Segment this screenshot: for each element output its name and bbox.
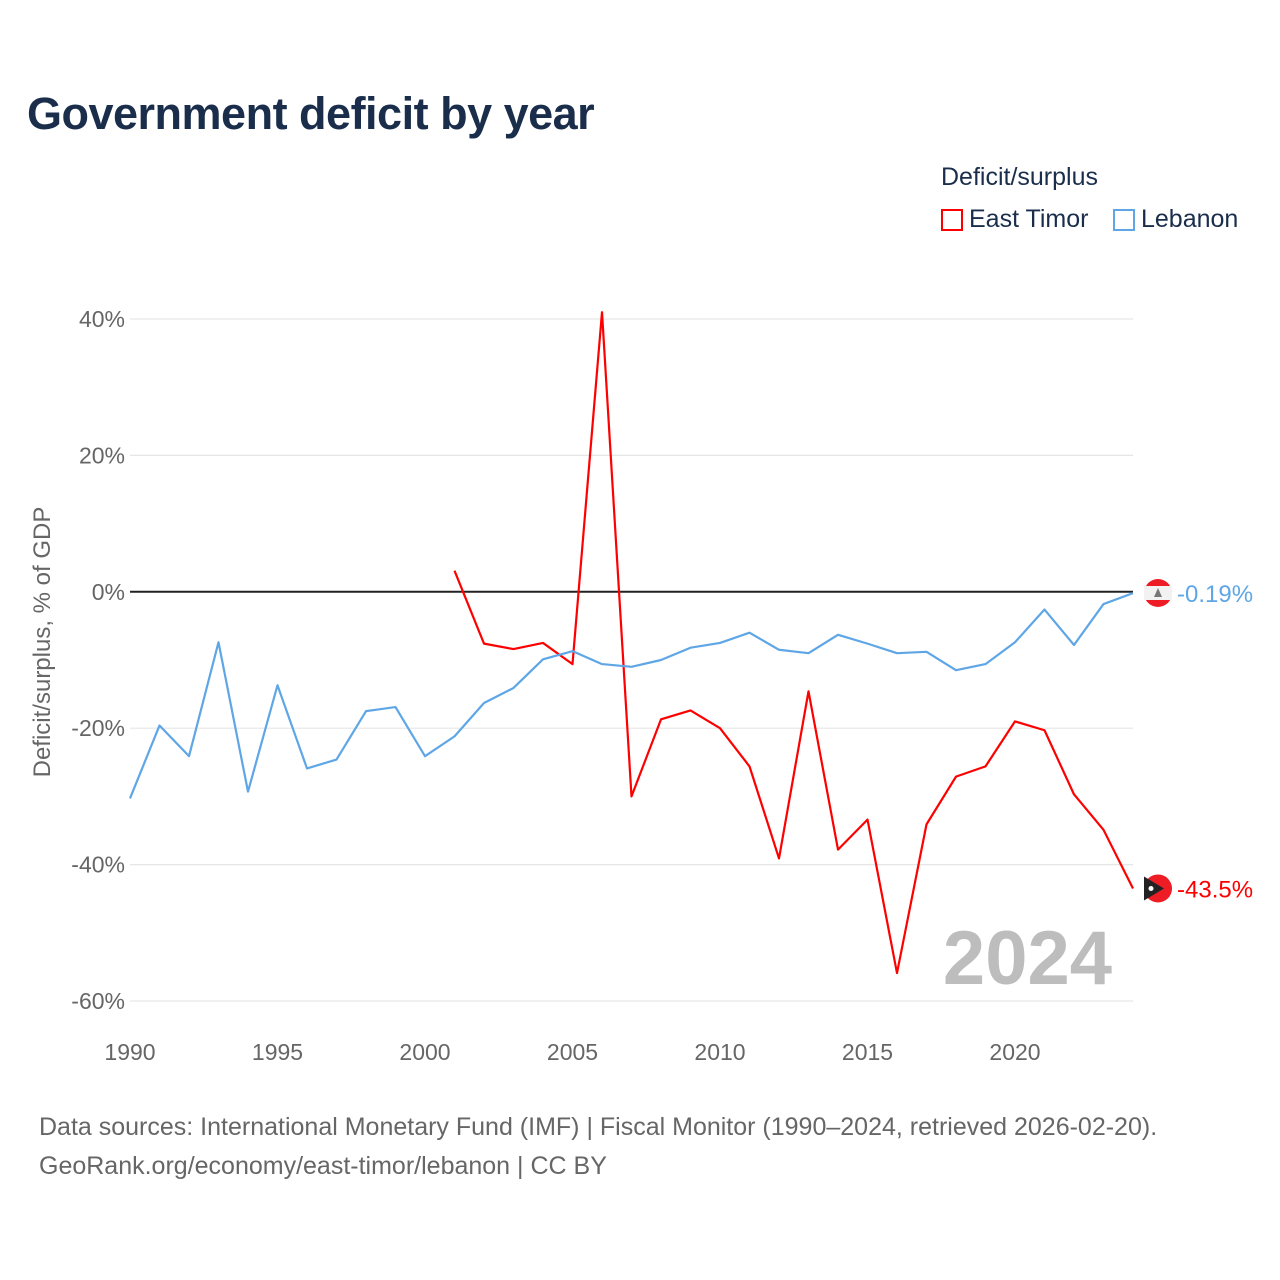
east-timor-flag-icon — [1144, 874, 1172, 903]
chart-title: Government deficit by year — [27, 88, 595, 139]
legend-label: Lebanon — [1141, 205, 1239, 233]
source-note: Data sources: International Monetary Fun… — [39, 1108, 1157, 1186]
y-tick-label: 40% — [79, 306, 125, 332]
end-value-label: -43.5% — [1177, 876, 1253, 903]
x-tick-label: 2015 — [842, 1039, 893, 1065]
legend-title: Deficit/surplus — [941, 163, 1098, 191]
source-link[interactable]: GeoRank.org/economy/east-timor/lebanon |… — [39, 1152, 607, 1180]
x-tick-label: 1990 — [104, 1039, 155, 1065]
x-tick-label: 2020 — [989, 1039, 1040, 1065]
legend-label: East Timor — [969, 205, 1089, 233]
y-axis-label: Deficit/surplus, % of GDP — [29, 507, 56, 778]
y-tick-label: 0% — [92, 579, 125, 605]
legend-swatch — [1113, 208, 1135, 231]
source-line-1: Data sources: International Monetary Fun… — [39, 1113, 1158, 1141]
series-line-east-timor — [453, 311, 1134, 975]
y-tick-label: -60% — [71, 988, 125, 1014]
year-watermark: 2024 — [943, 916, 1112, 1001]
end-value-label: -0.19% — [1177, 581, 1253, 608]
y-tick-label: -40% — [71, 852, 125, 878]
y-tick-label: 20% — [79, 442, 125, 468]
legend-item-east-timor[interactable]: East Timor — [941, 205, 1088, 234]
y-tick-label: -20% — [71, 715, 125, 741]
lebanon-flag-icon — [1144, 579, 1172, 607]
x-tick-label: 2010 — [694, 1039, 745, 1065]
x-tick-label: 2005 — [547, 1039, 598, 1065]
legend-item-lebanon[interactable]: Lebanon — [1113, 205, 1238, 234]
x-tick-label: 2000 — [399, 1039, 450, 1065]
x-tick-label: 1995 — [252, 1039, 303, 1065]
legend-swatch — [941, 208, 963, 231]
